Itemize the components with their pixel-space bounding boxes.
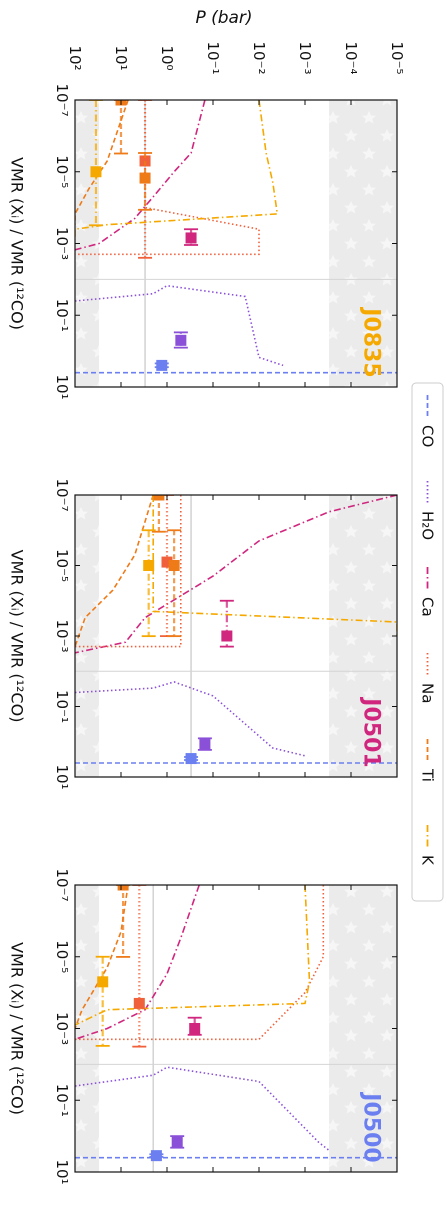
legend-frame [412,383,443,901]
retrieved-point-ti [116,880,130,957]
panel-j0501: 10⁻⁷ 10⁻⁵ 10⁻³ 10⁻¹ 10¹ VMR (Xᵢ) / VMR (¹²CO)… [8,478,398,789]
legend-label: H₂O [419,511,437,540]
retrieved-point-co [149,1150,163,1161]
pressure-tick-label: 10⁰ [158,45,176,70]
pressure-tick-label: 10⁻⁴ [342,41,360,74]
panel-title: J0500 [359,1091,384,1162]
retrieved-point-ca [188,1018,202,1035]
legend-label: CO [419,425,437,447]
vmr-tick-label: 10⁻⁵ [53,155,71,188]
pressure-tick-label: 10⁻³ [296,41,314,74]
retrieved-point-h2o [174,332,188,347]
top-pressure-axis: P (bar) 10² 10¹ 10⁰ 10⁻¹ 10⁻² 10⁻³ 10⁻⁴ 10⁻⁵ [66,8,406,75]
vmr-tick-label: 10⁻³ [53,227,71,260]
vmr-tick-label: 10⁻⁷ [53,868,71,901]
pressure-tick-label: 10⁻¹ [204,41,222,74]
vmr-tick-label: 10¹ [53,374,71,399]
retrieved-point-h2o [198,738,212,750]
vmr-tick-label: 10⁻³ [53,1012,71,1045]
retrieved-point-co [155,360,169,371]
vmr-tick-label: 10⁻⁷ [53,478,71,511]
retrieved-point-ti [167,530,181,636]
panel-title: J0501 [359,696,384,767]
panel-j0835: 10⁻⁷ 10⁻⁵ 10⁻³ 10⁻¹ 10¹ VMR (Xᵢ) / VMR (¹²CO)… [8,83,398,399]
legend-label: Ti [419,768,437,782]
profile-h2o [75,1067,329,1150]
retrieved-point-ca [184,229,198,245]
legend-label: Na [419,683,437,703]
retrieved-point-na [132,885,146,1047]
profile-k [75,885,310,1025]
vmr-tick-label: 10⁻¹ [53,1084,71,1117]
legend-label: K [419,855,437,866]
vmr-tick-label: 10⁻⁵ [53,940,71,973]
vmr-tick-label: 10⁻⁷ [53,83,71,116]
pressure-tick-label: 10⁻² [250,41,268,74]
legend: CO H₂O Ca Na Ti K [412,383,443,901]
retrieved-point-ca [220,601,234,647]
pressure-tick-label: 10¹ [112,45,130,70]
legend-label: Ca [419,597,437,617]
retrieved-point-co [184,753,198,764]
vmr-tick-label: 10¹ [53,764,71,789]
pressure-tick-label: 10⁻⁵ [388,41,406,74]
panel-j0500: 10⁻⁷ 10⁻⁵ 10⁻³ 10⁻¹ 10¹ VMR (Xᵢ) / VMR (¹²CO)… [8,868,398,1184]
vmr-axis-label: VMR (Xᵢ) / VMR (¹²CO) [8,550,27,723]
pressure-tick-label: 10² [66,45,84,70]
vmr-tick-label: 10⁻⁵ [53,549,71,582]
profile-h2o [75,286,283,366]
vmr-axis-label: VMR (Xᵢ) / VMR (¹²CO) [8,157,27,330]
profile-na [75,100,259,254]
vmr-tick-label: 10¹ [53,1159,71,1184]
profile-na [75,885,323,1039]
vmr-tick-label: 10⁻¹ [53,690,71,723]
vmr-axis-label: VMR (Xᵢ) / VMR (¹²CO) [8,942,27,1115]
vmr-tick-label: 10⁻¹ [53,299,71,332]
panel-title: J0835 [359,306,384,377]
pressure-axis-label: P (bar) [195,8,252,28]
vmr-tick-label: 10⁻³ [53,619,71,652]
profile-h2o [75,682,305,756]
retrieved-point-h2o [170,1136,184,1148]
